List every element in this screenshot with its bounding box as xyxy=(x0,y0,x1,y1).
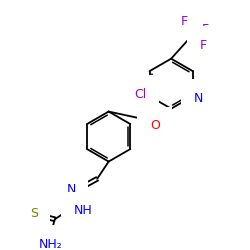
Text: NH: NH xyxy=(73,204,92,217)
Text: F: F xyxy=(199,39,206,52)
Text: F: F xyxy=(201,23,208,36)
Text: F: F xyxy=(181,15,188,28)
Text: NH₂: NH₂ xyxy=(39,238,63,250)
Text: N: N xyxy=(194,92,203,104)
Text: N: N xyxy=(66,183,76,196)
Text: Cl: Cl xyxy=(134,88,146,101)
Text: S: S xyxy=(30,207,38,220)
Text: O: O xyxy=(150,120,160,132)
